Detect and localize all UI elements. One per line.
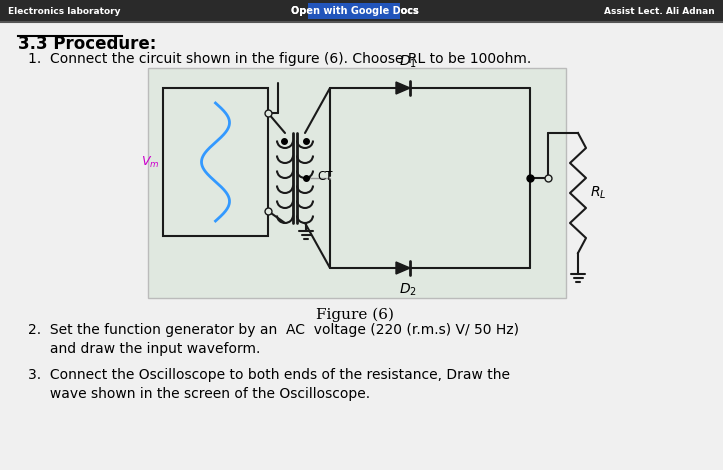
Text: $R_L$: $R_L$ — [590, 185, 607, 201]
Text: and draw the input waveform.: and draw the input waveform. — [28, 342, 260, 356]
Text: CT: CT — [317, 170, 333, 183]
Text: 3.3 Procedure:: 3.3 Procedure: — [18, 35, 156, 53]
Text: Open with Google Docs: Open with Google Docs — [291, 6, 419, 16]
Text: wave shown in the screen of the Oscilloscope.: wave shown in the screen of the Oscillos… — [28, 387, 370, 401]
Polygon shape — [396, 262, 410, 274]
Bar — [163, 88, 268, 236]
Polygon shape — [396, 82, 410, 94]
Text: 3.  Connect the Oscilloscope to both ends of the resistance, Draw the: 3. Connect the Oscilloscope to both ends… — [28, 368, 510, 382]
Text: $V_m$: $V_m$ — [140, 155, 159, 170]
Text: Electronics laboratory: Electronics laboratory — [8, 7, 121, 16]
Bar — [0, 0, 723, 22]
Text: Figure (6): Figure (6) — [316, 308, 394, 322]
Text: $D_1$: $D_1$ — [399, 54, 417, 70]
Text: 1.  Connect the circuit shown in the figure (6). Choose RL to be 100ohm.: 1. Connect the circuit shown in the figu… — [28, 52, 531, 66]
Bar — [148, 68, 566, 298]
Bar — [308, 3, 400, 19]
Text: Assist Lect. Ali Adnan: Assist Lect. Ali Adnan — [604, 7, 715, 16]
Text: $D_2$: $D_2$ — [399, 282, 417, 298]
Text: 2.  Set the function generator by an  AC  voltage (220 (r.m.s) V/ 50 Hz): 2. Set the function generator by an AC v… — [28, 323, 519, 337]
Text: Open with Google Docs: Open with Google Docs — [291, 6, 419, 16]
